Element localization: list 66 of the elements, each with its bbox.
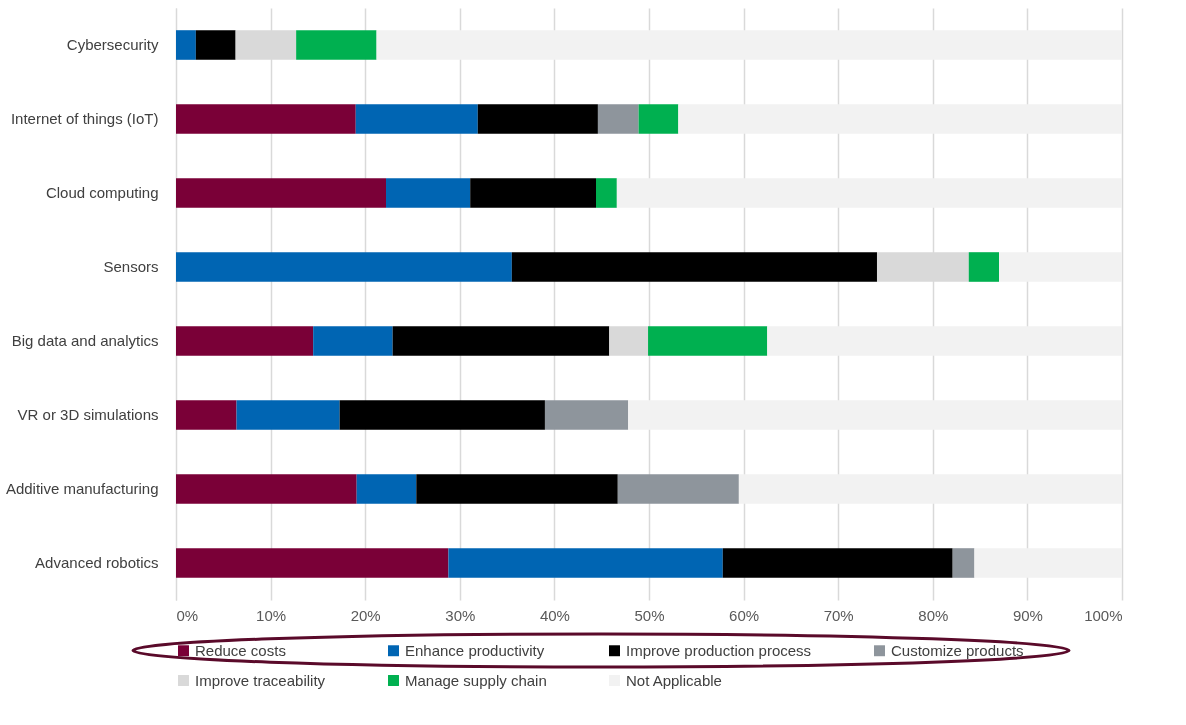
bar: [195, 30, 236, 60]
bar: [176, 252, 512, 282]
bar: [974, 548, 1122, 578]
bar: [313, 326, 393, 356]
x-tick-label: 90%: [1012, 606, 1043, 624]
y-tick-label: Sensors: [103, 258, 159, 275]
bar: [416, 474, 618, 504]
bar: [176, 104, 356, 134]
y-tick-label: Big data and analytics: [11, 332, 159, 349]
x-tick-label: 30%: [445, 606, 476, 624]
bar: [738, 474, 1122, 504]
bar: [596, 178, 617, 208]
x-tick-label: 10%: [256, 606, 287, 624]
bar: [448, 548, 723, 578]
bar: [678, 104, 1122, 134]
bar: [176, 326, 314, 356]
bar: [597, 104, 639, 134]
y-tick-label: Cybersecurity: [66, 36, 159, 53]
y-tick-label: VR or 3D simulations: [17, 406, 159, 423]
bar: [296, 30, 377, 60]
x-tick-label: 50%: [634, 606, 665, 624]
bar: [968, 252, 1000, 282]
bar: [628, 400, 1122, 430]
bar: [617, 474, 739, 504]
bar: [236, 400, 340, 430]
bar: [339, 400, 545, 430]
bar: [638, 104, 679, 134]
x-tick-label: 40%: [539, 606, 570, 624]
legend-label: Reduce costs: [195, 641, 286, 659]
bar: [176, 30, 196, 60]
bar: [952, 548, 975, 578]
bar: [176, 400, 237, 430]
bar: [176, 548, 449, 578]
bar: [376, 30, 1122, 60]
y-tick-label: Internet of things (IoT): [10, 110, 159, 127]
x-tick-label: 60%: [729, 606, 760, 624]
legend-label: Improve production process: [626, 641, 812, 659]
legend-label: Not Applicable: [626, 671, 722, 689]
y-tick-label: Additive manufacturing: [5, 480, 159, 497]
legend-label: Improve traceability: [195, 671, 326, 689]
bar: [999, 252, 1122, 282]
bar: [470, 178, 597, 208]
bar: [386, 178, 471, 208]
bar: [355, 104, 478, 134]
bar: [722, 548, 953, 578]
x-tick-label: 100%: [1084, 606, 1123, 624]
bar: [176, 474, 357, 504]
legend-label: Customize products: [891, 641, 1024, 659]
y-tick-label: Advanced robotics: [35, 554, 159, 571]
bar: [767, 326, 1122, 356]
bar: [544, 400, 629, 430]
x-tick-label: 0%: [176, 606, 199, 624]
y-tick-label: Cloud computing: [45, 184, 159, 201]
bar: [477, 104, 598, 134]
bar: [176, 178, 387, 208]
x-tick-label: 70%: [823, 606, 854, 624]
bar: [511, 252, 877, 282]
bar: [392, 326, 610, 356]
x-tick-label: 80%: [918, 606, 949, 624]
x-tick-label: 20%: [350, 606, 381, 624]
bar: [648, 326, 768, 356]
legend-label: Enhance productivity: [405, 641, 545, 659]
bar: [356, 474, 417, 504]
legend-label: Manage supply chain: [405, 671, 547, 689]
bar: [616, 178, 1122, 208]
bar: [609, 326, 649, 356]
